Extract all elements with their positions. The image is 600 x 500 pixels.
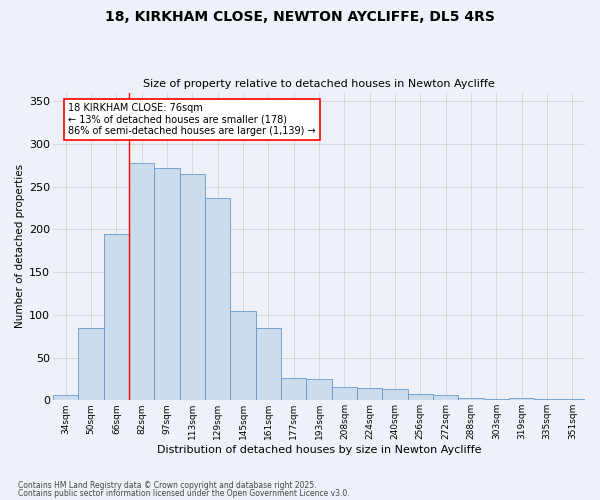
Bar: [357, 388, 382, 400]
Bar: [281, 378, 307, 400]
Bar: [154, 168, 180, 400]
Bar: [53, 395, 79, 400]
Bar: [382, 389, 407, 400]
Bar: [256, 328, 281, 400]
Text: 18, KIRKHAM CLOSE, NEWTON AYCLIFFE, DL5 4RS: 18, KIRKHAM CLOSE, NEWTON AYCLIFFE, DL5 …: [105, 10, 495, 24]
Title: Size of property relative to detached houses in Newton Aycliffe: Size of property relative to detached ho…: [143, 79, 495, 89]
Bar: [129, 162, 154, 400]
Bar: [307, 379, 332, 400]
Y-axis label: Number of detached properties: Number of detached properties: [15, 164, 25, 328]
Bar: [407, 394, 433, 400]
Bar: [205, 198, 230, 400]
Bar: [560, 398, 585, 400]
Bar: [458, 398, 484, 400]
Bar: [332, 388, 357, 400]
Bar: [433, 395, 458, 400]
Text: Contains HM Land Registry data © Crown copyright and database right 2025.: Contains HM Land Registry data © Crown c…: [18, 480, 317, 490]
Text: Contains public sector information licensed under the Open Government Licence v3: Contains public sector information licen…: [18, 489, 350, 498]
Bar: [230, 312, 256, 400]
X-axis label: Distribution of detached houses by size in Newton Aycliffe: Distribution of detached houses by size …: [157, 445, 481, 455]
Bar: [79, 328, 104, 400]
Text: 18 KIRKHAM CLOSE: 76sqm
← 13% of detached houses are smaller (178)
86% of semi-d: 18 KIRKHAM CLOSE: 76sqm ← 13% of detache…: [68, 103, 316, 136]
Bar: [104, 234, 129, 400]
Bar: [180, 174, 205, 400]
Bar: [509, 398, 535, 400]
Bar: [535, 398, 560, 400]
